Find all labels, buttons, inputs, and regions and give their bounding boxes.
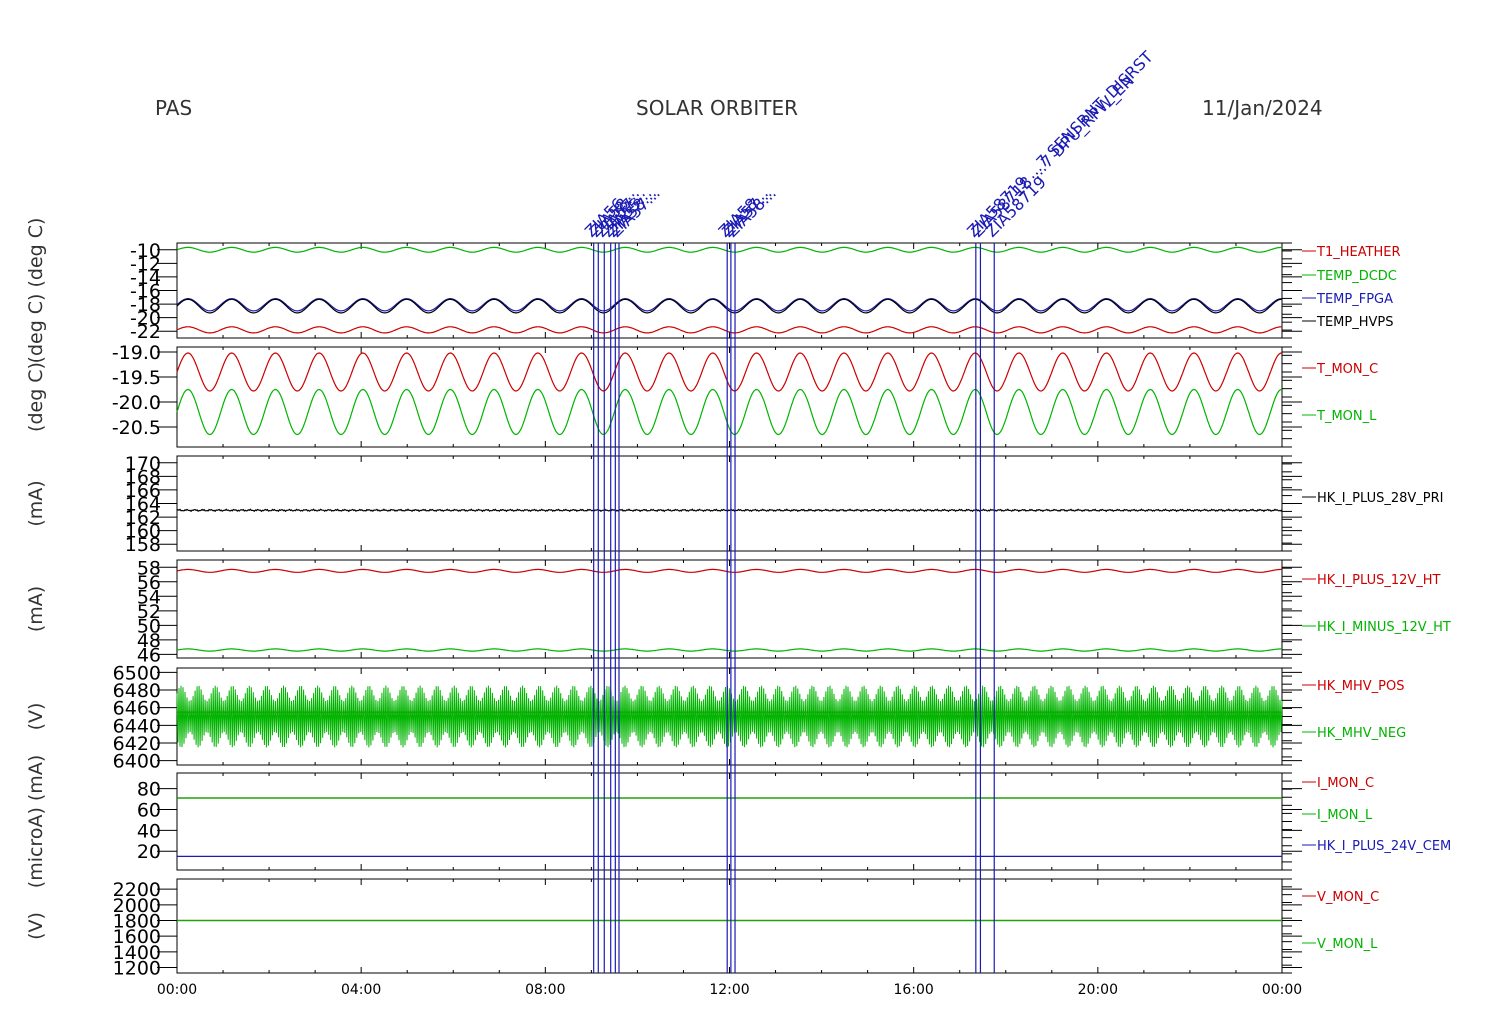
panel-frame <box>176 242 1283 339</box>
y-tick-label: 164 <box>125 494 161 516</box>
series-line <box>176 508 1283 513</box>
y-axis-label: (deg C) <box>25 362 47 432</box>
y-tick-label: 6480 <box>113 680 161 702</box>
header-center: SOLAR ORBITER <box>636 96 798 120</box>
legend-label: TEMP_FPGA <box>1316 292 1393 307</box>
legend-label: I_MON_C <box>1317 776 1374 791</box>
y-axis-label: (V) <box>25 703 47 731</box>
panel-frame <box>176 455 1283 552</box>
legend-label: T_MON_L <box>1316 409 1377 424</box>
panel-frame <box>176 878 1283 974</box>
series-line <box>176 326 1282 334</box>
y-tick-label: 54 <box>137 586 161 608</box>
panel-frame <box>176 772 1283 871</box>
x-tick-label: 20:00 <box>1078 982 1118 998</box>
y-tick-label: -16 <box>130 281 161 303</box>
series-line <box>176 297 1282 312</box>
y-tick-label: -19.0 <box>112 342 161 364</box>
y-tick-label: 60 <box>137 800 161 822</box>
y-tick-label: 2200 <box>113 879 161 901</box>
series-line <box>176 568 1282 573</box>
y-tick-label: -19.5 <box>112 367 161 389</box>
y-tick-label: 166 <box>125 480 161 502</box>
y-tick-label: -18 <box>130 294 161 316</box>
legend-label: HK_MHV_NEG <box>1317 726 1406 741</box>
y-tick-label: -10 <box>130 240 161 262</box>
y-axis-label: (microA) (mA) <box>25 755 47 888</box>
series-line <box>176 648 1282 652</box>
x-tick-label: 00:00 <box>157 982 197 998</box>
legend-label: HK_MHV_POS <box>1317 679 1405 694</box>
x-tick-label: 12:00 <box>709 982 749 998</box>
y-tick-label: 6440 <box>113 715 161 737</box>
y-tick-label: 50 <box>137 615 161 637</box>
y-tick-label: 1400 <box>113 942 161 964</box>
legend-label: HK_I_PLUS_24V_CEM <box>1317 839 1451 854</box>
legend-label: V_MON_C <box>1317 890 1379 905</box>
x-tick-label: 16:00 <box>893 982 933 998</box>
y-tick-label: 160 <box>125 521 161 543</box>
panel-frame <box>176 346 1283 448</box>
y-tick-label: 162 <box>125 507 161 529</box>
y-tick-label: 6420 <box>113 733 161 755</box>
legend-label: TEMP_HVPS <box>1316 315 1393 330</box>
legend-label: HK_I_MINUS_12V_HT <box>1317 620 1451 635</box>
y-tick-label: 80 <box>137 779 161 801</box>
y-axis-label: (mA) <box>25 586 47 632</box>
header-left: PAS <box>155 96 193 120</box>
y-axis-label: (mA) <box>25 480 47 526</box>
y-tick-label: 6400 <box>113 751 161 773</box>
y-tick-label: 2000 <box>113 895 161 917</box>
y-tick-label: 168 <box>125 466 161 488</box>
y-tick-label: -14 <box>130 267 161 289</box>
y-tick-label: 58 <box>137 557 161 579</box>
legend-label: HK_I_PLUS_28V_PRI <box>1317 491 1443 506</box>
legend-label: HK_I_PLUS_12V_HT <box>1317 573 1441 588</box>
x-tick-label: 08:00 <box>525 982 565 998</box>
y-tick-label: -20 <box>130 308 161 330</box>
legend-label: I_MON_L <box>1317 808 1373 823</box>
y-tick-label: 1800 <box>113 911 161 933</box>
x-tick-label: 00:00 <box>1262 982 1302 998</box>
y-tick-label: -20.0 <box>112 392 161 414</box>
series-line <box>176 246 1282 253</box>
y-tick-label: 1600 <box>113 926 161 948</box>
legend-label: T1_HEATHER <box>1316 245 1401 260</box>
y-tick-label: 52 <box>137 601 161 623</box>
y-tick-label: 170 <box>125 453 161 475</box>
y-tick-label: 56 <box>137 572 161 594</box>
y-tick-label: 158 <box>125 534 161 556</box>
panel-frame <box>176 559 1283 659</box>
y-tick-label: 6460 <box>113 698 161 720</box>
legend-label: V_MON_L <box>1317 937 1378 952</box>
y-tick-label: 48 <box>137 630 161 652</box>
legend-label: TEMP_DCDC <box>1316 269 1397 284</box>
y-axis-label: (deg C) (deg C) <box>25 218 47 364</box>
legend-label: T_MON_C <box>1316 362 1378 377</box>
y-tick-label: 46 <box>137 644 161 666</box>
y-tick-label: 1200 <box>113 958 161 980</box>
series-line <box>176 685 1283 748</box>
header-right: 11/Jan/2024 <box>1202 96 1323 120</box>
y-tick-label: -22 <box>130 321 161 343</box>
y-tick-label: -20.5 <box>112 417 161 439</box>
y-axis-label: (V) <box>25 912 47 940</box>
series-line <box>176 352 1283 392</box>
y-tick-label: 20 <box>137 841 161 863</box>
y-tick-label: 40 <box>137 820 161 842</box>
x-tick-label: 04:00 <box>341 982 381 998</box>
y-tick-label: -12 <box>130 253 161 275</box>
y-tick-label: 6500 <box>113 662 161 684</box>
series-line <box>176 298 1282 314</box>
series-line <box>176 388 1283 436</box>
